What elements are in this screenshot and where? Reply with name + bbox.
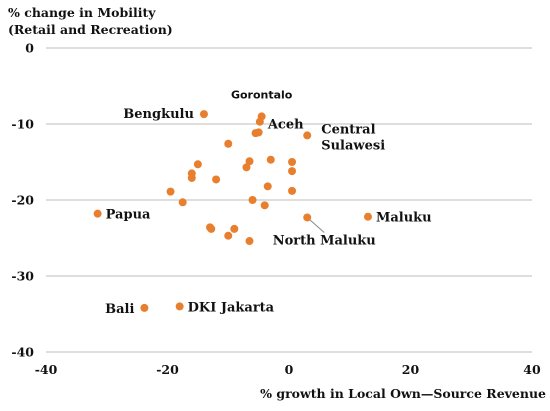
- scatter-point: [288, 158, 297, 166]
- scatter-point: [212, 175, 221, 184]
- scatter-point: [187, 173, 196, 182]
- point-label: Gorontalo: [231, 88, 293, 101]
- x-tick-label: 20: [402, 362, 420, 377]
- point-label: Bali: [105, 302, 134, 317]
- scatter-point: [245, 237, 254, 246]
- data-points: [93, 110, 372, 312]
- point-label: Maluku: [376, 211, 432, 226]
- x-axis-title: % growth in Local Own—Source Revenue: [260, 386, 546, 401]
- scatter-point: [166, 187, 175, 196]
- scatter-point: [199, 110, 208, 119]
- x-tick-label: 40: [523, 362, 541, 377]
- scatter-point: [178, 198, 187, 207]
- point-label: Papua: [106, 208, 151, 223]
- scatter-point: [140, 303, 149, 312]
- scatter-point: [248, 196, 257, 204]
- scatter-point: [263, 182, 272, 191]
- point-label: Bengkulu: [123, 107, 194, 122]
- scatter-point: [363, 212, 372, 221]
- scatter-point: [224, 231, 233, 240]
- x-tick-label: -20: [156, 362, 179, 377]
- scatter-point: [175, 302, 184, 311]
- scatter-point: [230, 224, 239, 233]
- scatter-point: [260, 201, 269, 210]
- scatter-point: [266, 155, 275, 164]
- x-tick-labels: -40 -20 0 20 40: [35, 362, 541, 377]
- scatter-point: [288, 186, 297, 195]
- point-label: Sulawesi: [321, 138, 385, 153]
- y-tick-label: -20: [11, 193, 34, 208]
- point-label: Central: [321, 122, 375, 137]
- point-label: North Maluku: [273, 233, 376, 248]
- grid-lines: [46, 47, 532, 353]
- y-tick-label: -40: [11, 345, 34, 360]
- scatter-point: [288, 167, 297, 176]
- scatter-point: [255, 117, 264, 126]
- y-tick-label: -30: [11, 269, 34, 284]
- scatter-point: [245, 157, 254, 166]
- y-tick-labels: 0 -10 -20 -30 -40: [11, 41, 34, 360]
- y-axis-title-line1: % change in Mobility: [8, 5, 156, 20]
- y-tick-label: -10: [11, 117, 34, 132]
- scatter-point: [303, 131, 312, 140]
- scatter-point: [254, 128, 263, 137]
- x-tick-label: -40: [35, 362, 58, 377]
- x-tick-label: 0: [285, 362, 294, 377]
- y-axis-title-line2: (Retail and Recreation): [8, 22, 173, 37]
- point-label: Aceh: [267, 118, 304, 133]
- point-label: DKI Jakarta: [188, 300, 275, 315]
- scatter-point: [93, 209, 102, 218]
- scatter-point: [303, 213, 312, 222]
- y-tick-label: 0: [25, 41, 34, 56]
- scatter-point: [242, 163, 251, 172]
- scatter-point: [193, 160, 202, 169]
- scatter-point: [224, 139, 233, 148]
- scatter-point: [207, 224, 216, 233]
